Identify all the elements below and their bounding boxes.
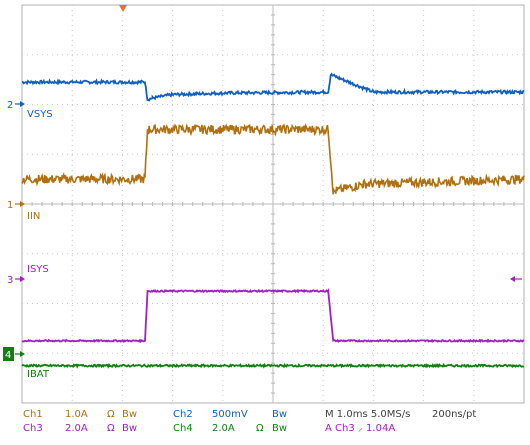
trigger-readout: A Ch3 ⸝ 1.04A xyxy=(325,423,395,434)
trace-ibat xyxy=(21,362,525,369)
svg-text:1: 1 xyxy=(7,200,13,211)
status-bar: Ch1 1.0A Ω Bw Ch2 500mV Bw M 1.0ms 5.0MS… xyxy=(23,409,476,434)
ch3-name: Ch3 xyxy=(23,423,43,434)
timebase: M 1.0ms 5.0MS/s xyxy=(325,409,410,420)
trace-label-iin: IIN xyxy=(27,211,40,222)
ch1-unit: Ω xyxy=(107,409,115,420)
traces xyxy=(21,72,525,369)
ch2-marker: 2 xyxy=(7,100,25,111)
trace-label-isys: ISYS xyxy=(27,264,49,275)
trigger-position-marker xyxy=(119,5,127,12)
trace-label-ibat: IBAT xyxy=(27,369,50,380)
ch3-unit: Ω xyxy=(107,423,115,434)
ch1-marker: 1 xyxy=(7,200,25,211)
svg-text:2: 2 xyxy=(7,100,13,111)
ch4-name: Ch4 xyxy=(173,423,193,434)
ch3-scale: 2.0A xyxy=(65,423,88,434)
ch4-bw: Bw xyxy=(272,423,287,434)
resolution: 200ns/pt xyxy=(432,409,476,420)
trace-isys xyxy=(21,287,525,344)
svg-text:4: 4 xyxy=(5,350,11,361)
ch1-bw: Bw xyxy=(122,409,137,420)
ch4-scale: 2.0A xyxy=(212,423,235,434)
trigger-level-marker xyxy=(510,276,522,282)
trace-label-vsys: VSYS xyxy=(27,109,53,120)
ch1-scale: 1.0A xyxy=(65,409,88,420)
ch2-scale: 500mV xyxy=(212,409,248,420)
ch2-name: Ch2 xyxy=(173,409,193,420)
ch3-marker: 3 xyxy=(7,275,25,286)
svg-text:3: 3 xyxy=(7,275,13,286)
trace-iin xyxy=(21,123,525,195)
ch2-bw: Bw xyxy=(272,409,287,420)
ch4-marker: 4 xyxy=(3,347,25,361)
graticule xyxy=(21,4,525,404)
trace-vsys xyxy=(21,72,525,102)
ch4-unit: Ω xyxy=(256,423,264,434)
ch1-name: Ch1 xyxy=(23,409,43,420)
ch3-bw: Bw xyxy=(122,423,137,434)
